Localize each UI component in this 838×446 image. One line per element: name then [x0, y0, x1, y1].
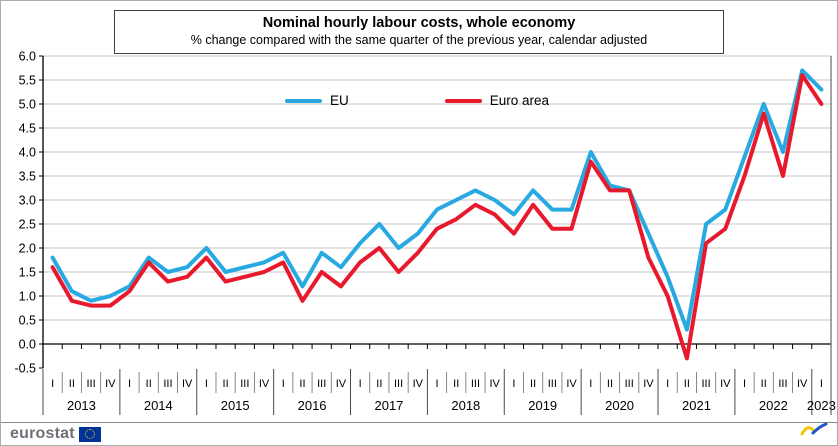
eurostat-logo-text: eurostat: [10, 425, 75, 442]
svg-text:IV: IV: [566, 378, 577, 390]
svg-text:I: I: [282, 378, 285, 390]
footer-divider: [1, 422, 837, 423]
chart-title-box: Nominal hourly labour costs, whole econo…: [114, 10, 724, 55]
svg-text:2013: 2013: [67, 398, 96, 413]
svg-text:III: III: [317, 378, 326, 390]
svg-text:II: II: [607, 378, 613, 390]
euro-area-line-swatch-icon: [444, 98, 482, 103]
svg-text:0.5: 0.5: [19, 314, 36, 328]
svg-text:I: I: [820, 378, 823, 390]
svg-text:2020: 2020: [605, 398, 634, 413]
svg-text:2023: 2023: [807, 398, 836, 413]
svg-text:4.5: 4.5: [19, 122, 36, 136]
svg-text:III: III: [471, 378, 480, 390]
svg-text:IV: IV: [105, 378, 116, 390]
svg-text:IV: IV: [489, 378, 500, 390]
svg-text:I: I: [743, 378, 746, 390]
svg-text:2019: 2019: [528, 398, 557, 413]
svg-text:0.0: 0.0: [19, 338, 36, 352]
svg-text:II: II: [146, 378, 152, 390]
chart-subtitle: % change compared with the same quarter …: [190, 33, 648, 48]
svg-text:2.0: 2.0: [19, 242, 36, 256]
svg-text:IV: IV: [336, 378, 347, 390]
chart-title: Nominal hourly labour costs, whole econo…: [262, 15, 576, 31]
svg-text:III: III: [778, 378, 787, 390]
quarter-separators: [61, 372, 794, 393]
svg-text:5.0: 5.0: [19, 98, 36, 112]
svg-text:III: III: [701, 378, 710, 390]
chart-legend: EU Euro area: [285, 93, 549, 108]
y-tick-labels: 6.0 5.5 5.0 4.5 4.0 3.5 3.0 2.5 2.0 1.5 1.0 0.5 0.0 -…: [14, 50, 36, 376]
svg-text:2016: 2016: [298, 398, 327, 413]
svg-text:3.0: 3.0: [19, 194, 36, 208]
swoosh-icon: [800, 422, 828, 436]
svg-text:II: II: [223, 378, 229, 390]
svg-text:II: II: [530, 378, 536, 390]
svg-text:2022: 2022: [759, 398, 788, 413]
svg-text:IV: IV: [413, 378, 424, 390]
svg-text:5.5: 5.5: [19, 74, 36, 88]
legend-item-euro-area: Euro area: [444, 93, 550, 108]
svg-text:1.5: 1.5: [19, 266, 36, 280]
svg-text:IV: IV: [797, 378, 808, 390]
euro-area-series-line: [50, 73, 824, 361]
svg-text:II: II: [376, 378, 382, 390]
svg-text:III: III: [86, 378, 95, 390]
legend-item-eu: EU: [285, 93, 349, 108]
eu-line-swatch-icon: [285, 98, 322, 103]
svg-text:IV: IV: [182, 378, 193, 390]
svg-text:II: II: [299, 378, 305, 390]
svg-text:I: I: [205, 378, 208, 390]
svg-text:IV: IV: [643, 378, 654, 390]
year-separators: [42, 369, 813, 415]
svg-text:1.0: 1.0: [19, 290, 36, 304]
svg-text:III: III: [394, 378, 403, 390]
svg-text:I: I: [512, 378, 515, 390]
svg-text:I: I: [359, 378, 362, 390]
svg-text:I: I: [51, 378, 54, 390]
svg-text:-0.5: -0.5: [14, 362, 36, 376]
svg-text:3.5: 3.5: [19, 170, 36, 184]
legend-label-euro-area: Euro area: [489, 93, 550, 108]
svg-text:II: II: [69, 378, 75, 390]
svg-text:I: I: [435, 378, 438, 390]
eu-series-line: [50, 68, 824, 332]
svg-text:2015: 2015: [221, 398, 250, 413]
svg-text:II: II: [453, 378, 459, 390]
svg-text:2017: 2017: [374, 398, 403, 413]
eu-flag-icon: [78, 426, 101, 442]
quarter-labels: I II III IV I II III IV I II III IV I II III IV I II III IV…: [51, 378, 823, 390]
svg-text:4.0: 4.0: [19, 146, 36, 160]
svg-text:IV: IV: [720, 378, 731, 390]
legend-label-eu: EU: [330, 93, 349, 108]
svg-text:6.0: 6.0: [19, 50, 36, 64]
svg-text:2021: 2021: [682, 398, 711, 413]
svg-text:2018: 2018: [451, 398, 480, 413]
quarter-ticks: [42, 344, 832, 349]
year-labels: 2013 2014 2015 2016 2017 2018 2019 2020 2021 2022…: [67, 398, 836, 413]
svg-text:I: I: [666, 378, 669, 390]
svg-text:IV: IV: [259, 378, 270, 390]
svg-text:III: III: [548, 378, 557, 390]
eurostat-logo: eurostat: [10, 425, 101, 443]
svg-text:2.5: 2.5: [19, 218, 36, 232]
svg-text:III: III: [625, 378, 634, 390]
svg-text:2014: 2014: [144, 398, 173, 413]
svg-text:I: I: [589, 378, 592, 390]
svg-text:II: II: [761, 378, 767, 390]
svg-text:II: II: [684, 378, 690, 390]
svg-text:III: III: [240, 378, 249, 390]
svg-text:I: I: [128, 378, 131, 390]
svg-text:III: III: [163, 378, 172, 390]
